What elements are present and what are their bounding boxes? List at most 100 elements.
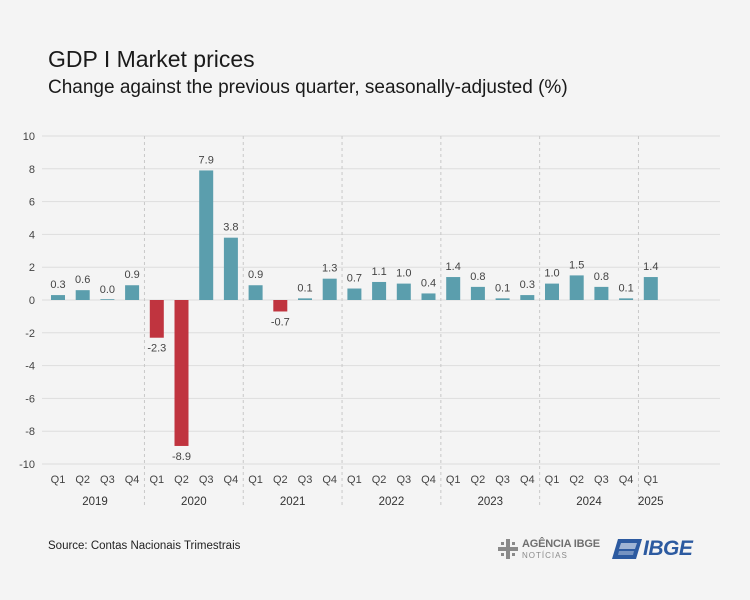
bar [619, 298, 634, 300]
quarter-label: Q4 [322, 474, 337, 486]
chart-subtitle: Change against the previous quarter, sea… [48, 77, 568, 98]
quarter-label: Q3 [495, 474, 510, 486]
quarter-label: Q3 [594, 474, 609, 486]
y-tick-label: -8 [25, 426, 35, 438]
bar [199, 170, 214, 300]
ibge-mark-icon [612, 539, 642, 559]
data-label: 0.1 [618, 282, 633, 294]
quarter-label: Q1 [446, 474, 461, 486]
y-tick-label: 10 [23, 131, 35, 143]
y-tick-label: 2 [29, 262, 35, 274]
data-label: -2.3 [147, 343, 166, 355]
agencia-logo-title: AGÊNCIA IBGE [522, 538, 600, 550]
y-tick-label: 8 [29, 164, 35, 176]
quarter-label: Q2 [75, 474, 90, 486]
bar [174, 300, 189, 446]
year-label: 2019 [82, 496, 108, 508]
year-label: 2022 [379, 496, 405, 508]
year-label: 2024 [576, 496, 602, 508]
bar [594, 286, 609, 300]
bar [125, 285, 140, 300]
ibge-logo: IBGE [612, 537, 707, 562]
quarter-label: Q2 [569, 474, 584, 486]
year-label: 2020 [181, 496, 207, 508]
bar [223, 237, 238, 300]
quarter-label: Q3 [396, 474, 411, 486]
ibge-logo-text: IBGE [643, 537, 693, 560]
bar [347, 288, 362, 300]
quarter-label: Q3 [100, 474, 115, 486]
y-tick-label: -10 [19, 459, 35, 471]
bar [569, 275, 584, 300]
bar [149, 300, 164, 338]
data-label: 1.4 [643, 261, 658, 273]
bar [273, 300, 288, 312]
data-label: 0.9 [248, 269, 263, 281]
data-label: 0.9 [124, 269, 139, 281]
year-label: 2021 [280, 496, 306, 508]
quarter-label: Q2 [174, 474, 189, 486]
bar [446, 277, 461, 300]
quarter-label: Q4 [520, 474, 535, 486]
y-tick-label: -4 [25, 361, 35, 373]
quarter-label: Q1 [149, 474, 164, 486]
quarter-label: Q1 [545, 474, 560, 486]
data-label: 0.3 [50, 279, 65, 291]
data-label: 0.0 [100, 284, 115, 296]
data-label: 1.4 [446, 261, 461, 273]
bar [643, 277, 658, 300]
y-tick-label: 4 [29, 229, 35, 241]
bar [248, 285, 263, 300]
bar [100, 299, 115, 300]
quarter-label: Q4 [125, 474, 140, 486]
chart-title: GDP I Market prices [48, 46, 255, 72]
quarter-label: Q1 [347, 474, 362, 486]
bar [396, 283, 411, 300]
quarter-label: Q4 [421, 474, 436, 486]
agencia-logo-subtitle: NOTÍCIAS [522, 551, 568, 560]
quarter-label: Q1 [51, 474, 66, 486]
source-note: Source: Contas Nacionais Trimestrais [48, 540, 241, 552]
year-label: 2023 [477, 496, 503, 508]
quarter-label: Q2 [273, 474, 288, 486]
data-label: 0.6 [75, 274, 90, 286]
data-label: 1.0 [396, 268, 411, 280]
data-label: 1.5 [569, 259, 584, 271]
year-label: 2025 [638, 496, 664, 508]
data-label: 0.8 [594, 271, 609, 283]
bar [51, 295, 65, 300]
bar [421, 293, 436, 300]
y-tick-label: 0 [29, 295, 35, 307]
quarter-label: Q4 [224, 474, 239, 486]
data-label: 0.1 [495, 282, 510, 294]
data-label: -8.9 [172, 451, 191, 463]
data-label: -0.7 [271, 316, 290, 328]
quarter-label: Q2 [372, 474, 387, 486]
agencia-ibge-mark-icon [498, 539, 518, 559]
data-label: 1.0 [544, 268, 559, 280]
y-tick-label: -2 [25, 328, 35, 340]
quarter-label: Q3 [298, 474, 313, 486]
data-label: 0.8 [470, 271, 485, 283]
quarter-label: Q4 [619, 474, 634, 486]
quarter-label: Q3 [199, 474, 214, 486]
data-label: 0.1 [297, 282, 312, 294]
bar [520, 295, 535, 300]
data-label: 1.1 [371, 266, 386, 278]
bar [495, 298, 510, 300]
bar [322, 278, 337, 300]
data-label: 3.8 [223, 222, 238, 234]
quarter-label: Q1 [643, 474, 658, 486]
data-label: 0.7 [347, 273, 362, 285]
bar [545, 283, 559, 300]
quarter-label: Q1 [248, 474, 263, 486]
bar-chart: 10 8 6 4 2 0 -2 -4 -6 -8 -10 0.3 Q1 0.6 Q2 0.0 Q3 0.9 Q4 20… [19, 131, 720, 508]
data-label: 1.3 [322, 263, 337, 275]
data-label: 7.9 [199, 154, 214, 166]
bar [372, 281, 387, 300]
bar [75, 290, 90, 300]
agencia-ibge-logo: AGÊNCIA IBGE NOTÍCIAS [497, 536, 600, 564]
data-label: 0.4 [421, 277, 436, 289]
y-tick-label: -6 [25, 393, 35, 405]
quarter-label: Q2 [471, 474, 486, 486]
